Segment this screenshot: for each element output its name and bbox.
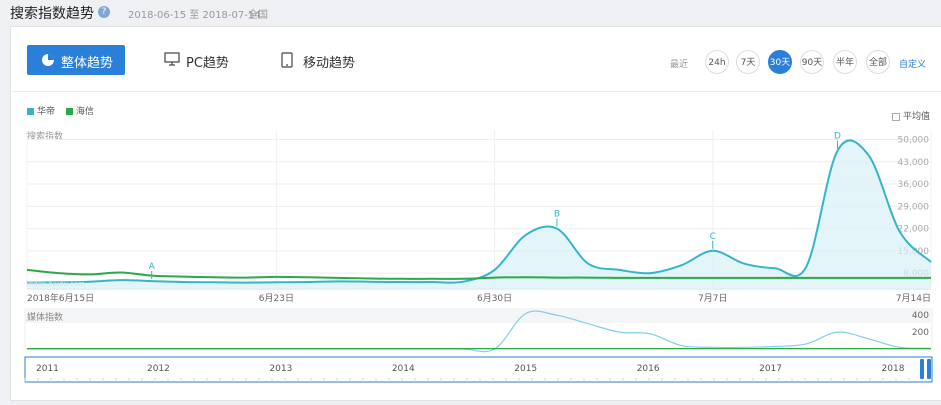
help-icon[interactable]: ? [98, 6, 110, 18]
range-navigator [24, 356, 933, 383]
region-label: 全国 [248, 10, 268, 21]
legend-item-haixin[interactable]: 海信 [65, 104, 94, 117]
y-tick-label: 36,000 [898, 180, 930, 190]
x-tick-label: 2018年6月15日 [27, 292, 94, 304]
y-tick-label: 29,000 [898, 202, 930, 212]
chart-title: 搜索指数 [27, 130, 63, 142]
media-chart-header [25, 309, 932, 323]
phone-icon [281, 52, 293, 68]
y-tick-label: 50,000 [898, 136, 930, 146]
range-label: 最近 [670, 60, 689, 70]
range-90d-button[interactable]: 90天 [800, 50, 824, 74]
monitor-icon [164, 52, 180, 66]
x-tick-label: 6月23日 [259, 293, 294, 304]
navigator-year-label: 2018 [882, 364, 905, 374]
tab-overall-label: 整体趋势 [61, 56, 114, 71]
trend-card: 整体趋势 PC趋势 移动趋势 最近 24h 7天 30天 90天 半年 全部 自… [10, 26, 941, 401]
media-y-tick-label: 400 [912, 311, 929, 321]
media-chart-title: 媒体指数 [27, 311, 63, 323]
series-area-huadi [27, 140, 931, 289]
range-half-year-button[interactable]: 半年 [833, 50, 857, 74]
navigator-year-label: 2011 [36, 364, 59, 374]
annotation-label: B [554, 210, 560, 220]
annotation-label: C [710, 232, 716, 242]
series-line-haixin [26, 268, 931, 280]
average-checkbox[interactable] [892, 112, 900, 121]
tab-mobile-label: 移动趋势 [303, 56, 356, 71]
legend-swatch-haixin [65, 108, 73, 115]
average-toggle[interactable]: 平均值 [892, 109, 930, 122]
date-range: 2018-06-15 至 2018-07-14 [128, 10, 261, 21]
annotation-label: D [834, 132, 841, 142]
series-line-huadi [26, 139, 932, 284]
pie-chart-icon [42, 54, 54, 66]
legend-label-haixin: 海信 [75, 107, 94, 117]
x-tick-label: 7月14日 [896, 293, 931, 304]
navigator-handle-right[interactable] [927, 359, 931, 379]
custom-range-link[interactable]: 自定义 [899, 60, 927, 70]
watermark: index.baidu.com [27, 280, 85, 288]
range-7d-button[interactable]: 7天 [736, 50, 760, 74]
media-y-tick-label: 200 [912, 328, 929, 338]
navigator-year-label: 2016 [637, 364, 660, 374]
x-tick-label: 7月7日 [698, 293, 727, 304]
legend: 华帝 海信 [27, 104, 102, 117]
range-30d-button[interactable]: 30天 [768, 50, 792, 74]
tab-overall[interactable]: 整体趋势 [27, 45, 125, 75]
range-24h-button[interactable]: 24h [705, 50, 729, 74]
legend-item-huadi[interactable]: 华帝 [27, 104, 55, 117]
navigator-year-label: 2013 [269, 364, 292, 374]
y-tick-label: 43,000 [898, 158, 930, 168]
navigator-year-label: 2017 [759, 364, 782, 374]
tab-pc-label: PC趋势 [186, 56, 229, 71]
navigator-year-label: 2014 [392, 364, 415, 374]
navigator-year-label: 2015 [514, 364, 537, 374]
x-tick-label: 6月30日 [477, 293, 512, 304]
annotation-label: A [149, 262, 156, 272]
navigator-handle-left[interactable] [920, 359, 924, 379]
legend-label-huadi: 华帝 [37, 107, 56, 117]
average-label: 平均值 [903, 112, 931, 122]
legend-swatch-huadi [27, 108, 34, 115]
divider [11, 91, 941, 92]
header: 搜索指数趋势 ? 2018-06-15 至 2018-07-14 全国 [0, 0, 941, 26]
page-title: 搜索指数趋势 [10, 6, 94, 22]
range-all-button[interactable]: 全部 [866, 50, 890, 74]
navigator-year-label: 2012 [147, 364, 170, 374]
search-index-chart: 搜索指数8,00015,00022,00029,00036,00043,0005… [24, 130, 933, 383]
y-tick-label: 22,000 [898, 225, 930, 235]
